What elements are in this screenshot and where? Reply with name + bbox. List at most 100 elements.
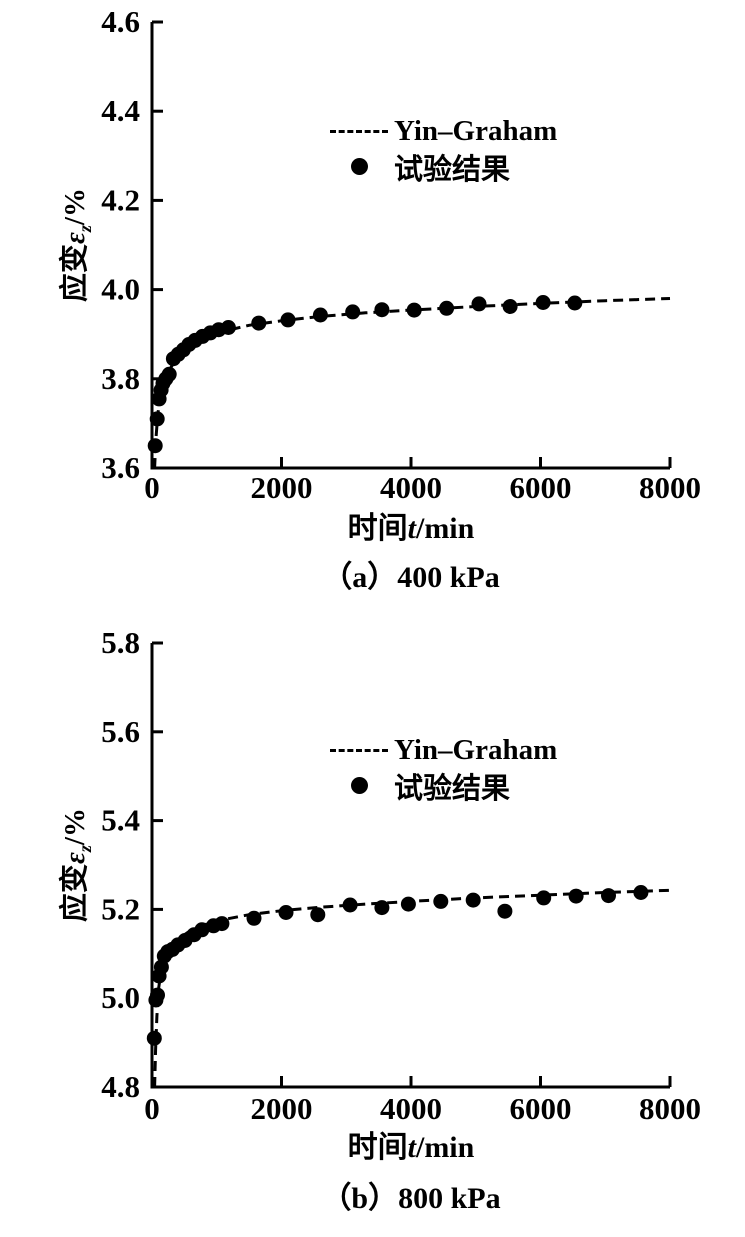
y-axis-title: 应变εz/% xyxy=(56,145,95,345)
data-point xyxy=(374,900,390,916)
data-point xyxy=(246,910,262,926)
x-tick-label: 8000 xyxy=(639,470,701,505)
legend-label-model: Yin–Graham xyxy=(394,115,558,147)
data-point xyxy=(374,302,390,318)
x-axis-title: 时间t/min xyxy=(152,1131,670,1165)
data-point xyxy=(194,922,210,938)
caption-b: （b）800 kPa xyxy=(321,1182,501,1215)
x-tick-label: 6000 xyxy=(510,1091,572,1126)
legend-swatch xyxy=(330,130,388,133)
chart-panel-b: 0 2000 4000 6000 8000 4.8 5.0 5.2 5.4 5.6 5.8 应变εz… xyxy=(0,617,745,1237)
data-point xyxy=(536,890,552,906)
x-tick-label: 4000 xyxy=(380,470,442,505)
legend: Yin–Graham 试验结果 xyxy=(330,114,570,186)
legend-row-model: Yin–Graham xyxy=(330,733,570,768)
y-tick-label: 5.8 xyxy=(101,625,140,660)
data-point xyxy=(312,307,328,323)
data-point xyxy=(465,892,481,908)
data-point xyxy=(471,296,487,312)
x-axis-title: 时间t/min xyxy=(152,512,670,546)
data-point xyxy=(568,888,584,904)
x-axis-title-prefix: 时间 xyxy=(347,512,408,545)
x-axis-unit: /min xyxy=(415,512,475,545)
data-point xyxy=(310,907,326,923)
y-axis-subscript: z xyxy=(74,845,95,853)
y-axis-title-prefix: 应变 xyxy=(59,243,91,302)
data-point xyxy=(220,320,236,335)
legend-swatch xyxy=(330,158,388,175)
data-point xyxy=(150,987,165,1003)
legend-row-model: Yin–Graham xyxy=(330,114,570,149)
data-point xyxy=(433,893,449,909)
x-axis-title-prefix: 时间 xyxy=(347,1131,408,1164)
data-point xyxy=(147,438,163,454)
filled-circle-icon xyxy=(350,777,368,794)
x-axis-symbol: t xyxy=(407,1131,416,1164)
y-axis-symbol: ε xyxy=(59,852,91,864)
y-tick-label: 3.6 xyxy=(101,450,140,485)
y-axis-subscript: z xyxy=(74,225,95,233)
y-tick-label: 5.4 xyxy=(101,803,140,838)
x-tick-label: 6000 xyxy=(510,470,572,505)
x-axis-unit: /min xyxy=(415,1131,475,1164)
legend-swatch xyxy=(330,749,388,752)
data-point xyxy=(406,302,422,318)
y-tick-label: 5.6 xyxy=(101,714,140,749)
chart-b-plot: 0 2000 4000 6000 8000 4.8 5.0 5.2 5.4 5.6 5.8 xyxy=(101,625,701,1126)
data-point xyxy=(633,885,649,900)
chart-a-plot: 0 2000 4000 6000 8000 3.6 3.8 4.0 4.2 4.4 4.6 xyxy=(101,4,701,505)
axis-frame xyxy=(150,22,670,470)
data-point xyxy=(502,299,518,314)
data-point xyxy=(601,888,616,904)
x-tick-label: 8000 xyxy=(639,1091,701,1126)
data-point xyxy=(535,295,551,310)
legend: Yin–Graham 试验结果 xyxy=(330,733,570,805)
chart-panel-a: 0 2000 4000 6000 8000 3.6 3.8 4.0 4.2 4.4 4.6 应变εz… xyxy=(0,0,745,617)
data-point xyxy=(161,366,177,382)
legend-label-experiment: 试验结果 xyxy=(394,153,511,186)
dashed-line-icon xyxy=(330,749,388,752)
y-tick-label: 3.8 xyxy=(101,361,140,396)
y-axis-title-prefix: 应变 xyxy=(59,863,91,922)
legend-label-model: Yin–Graham xyxy=(394,734,558,766)
x-tick-label: 2000 xyxy=(251,470,313,505)
filled-circle-icon xyxy=(350,158,368,175)
y-tick-label: 4.4 xyxy=(101,93,140,128)
x-tick-label: 0 xyxy=(144,1091,160,1126)
y-tick-label: 5.2 xyxy=(101,891,140,926)
y-axis-unit: /% xyxy=(59,188,91,226)
data-point xyxy=(567,295,583,311)
data-point xyxy=(342,897,358,913)
y-axis-unit: /% xyxy=(59,808,91,846)
model-line xyxy=(153,888,671,1088)
caption-a: （a）400 kPa xyxy=(322,561,500,594)
data-point xyxy=(251,315,267,331)
y-tick-label: 5.0 xyxy=(101,980,140,1015)
legend-swatch xyxy=(330,777,388,794)
x-tick-label: 0 xyxy=(144,470,160,505)
y-tick-label: 4.0 xyxy=(101,272,140,307)
data-point xyxy=(439,300,455,316)
data-point xyxy=(214,916,230,932)
y-tick-label: 4.6 xyxy=(101,4,140,39)
data-point xyxy=(280,312,296,328)
x-axis-symbol: t xyxy=(407,512,416,545)
y-axis-symbol: ε xyxy=(59,232,91,244)
data-point xyxy=(400,896,416,912)
x-tick-label: 2000 xyxy=(251,1091,313,1126)
data-point xyxy=(149,411,165,427)
y-tick-label: 4.8 xyxy=(101,1069,140,1104)
legend-row-experiment: 试验结果 xyxy=(330,149,570,186)
y-axis-title: 应变εz/% xyxy=(56,765,95,965)
data-point xyxy=(345,304,361,320)
axis-frame xyxy=(150,643,670,1089)
legend-row-experiment: 试验结果 xyxy=(330,768,570,805)
data-point xyxy=(146,1030,162,1046)
dashed-line-icon xyxy=(330,130,388,133)
x-tick-label: 4000 xyxy=(380,1091,442,1126)
legend-label-experiment: 试验结果 xyxy=(394,772,511,805)
data-point xyxy=(497,903,513,919)
y-tick-label: 4.2 xyxy=(101,182,140,217)
data-point xyxy=(278,905,294,920)
